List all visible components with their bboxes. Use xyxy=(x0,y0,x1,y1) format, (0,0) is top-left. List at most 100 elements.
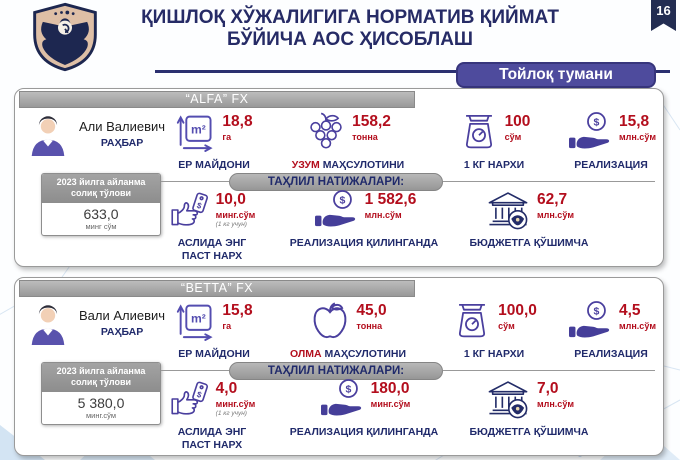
lowest-price-label-line2: ПАСТ НАРХ xyxy=(181,249,243,262)
slide-title: ҚИШЛОҚ ХЎЖАЛИГИГА НОРМАТИВ ҚИЙМАТ БЎЙИЧА… xyxy=(95,7,605,52)
lowest-price-unit: минг.сўм xyxy=(215,209,256,220)
scale-icon xyxy=(458,111,500,153)
sales-stat: 15,8 млн.сўм РЕАЛИЗАЦИЯ xyxy=(563,111,659,172)
realized-unit: млн.сўм xyxy=(364,209,402,220)
price-unit: сўм xyxy=(504,131,522,142)
lowest-price-unit: минг.сўм xyxy=(215,398,256,409)
card-alfa: “ALFA” FX Али Валиевич РАҲБАР 18,8 га ЕР… xyxy=(14,88,664,267)
realized-stat: 180,0 минг.сўм РЕАЛИЗАЦИЯ ҚИЛИНГАНДА xyxy=(285,378,443,439)
sales-unit: млн.сўм xyxy=(619,320,656,331)
price-value: 100 xyxy=(504,113,531,130)
manager-block: Али Валиевич РАҲБАР xyxy=(25,111,165,157)
analysis-results-pill: ТАҲЛИЛ НАТИЖАЛАРИ: xyxy=(229,173,443,191)
product-stat: 45,0 тонна ОЛМА МАҲСУЛОТИНИ xyxy=(275,300,421,361)
money-hand-icon xyxy=(566,111,614,153)
realized-unit: минг.сўм xyxy=(370,398,411,409)
money-hand-icon xyxy=(566,300,614,342)
slide-title-line1: ҚИШЛОҚ ХЎЖАЛИГИГА НОРМАТИВ ҚИЙМАТ xyxy=(141,7,559,28)
turnover-tax-title-line2: солиқ тўлови xyxy=(70,377,132,388)
sales-stat: 4,5 млн.сўм РЕАЛИЗАЦИЯ xyxy=(563,300,659,361)
realized-label: РЕАЛИЗАЦИЯ ҚИЛИНГАНДА xyxy=(289,237,439,249)
turnover-tax-value: 5 380,0 xyxy=(77,394,125,411)
connector-line xyxy=(161,370,229,371)
land-area-unit: га xyxy=(222,131,232,142)
lowest-price-stat: 4,0 минг.сўм (1 кг учун) АСЛИДА ЭНГ ПАСТ … xyxy=(141,378,283,451)
turnover-tax-title-line1: 2023 йилга айланма xyxy=(56,177,146,187)
scale-icon xyxy=(451,300,493,342)
product-label-fruit: ОЛМА xyxy=(289,348,322,360)
lowest-price-note: (1 кг учун) xyxy=(215,409,247,417)
realized-value: 180,0 xyxy=(370,380,410,397)
product-label-rest: МАҲСУЛОТИНИ xyxy=(322,159,405,171)
land-area-label: ЕР МАЙДОНИ xyxy=(178,159,250,171)
bank-icon xyxy=(484,189,532,231)
budget-value: 7,0 xyxy=(537,380,559,397)
budget-label: БЮДЖЕТГА ҚЎШИМЧА xyxy=(469,426,589,438)
product-value: 45,0 xyxy=(356,302,387,319)
price-value: 100,0 xyxy=(498,302,537,319)
product-value: 158,2 xyxy=(352,113,391,130)
manager-role: РАҲБАР xyxy=(100,137,144,149)
company-name-tab: “BETTA” FX xyxy=(19,280,415,297)
lowest-price-label-line2: ПАСТ НАРХ xyxy=(181,438,243,451)
land-area-stat: 15,8 га ЕР МАЙДОНИ xyxy=(151,300,277,361)
card-betta: “BETTA” FX Вали Алиевич РАҲБАР 15,8 га Е… xyxy=(14,277,664,456)
price-tag-hand-icon xyxy=(169,189,211,231)
lowest-price-label-line1: АСЛИДА ЭНГ xyxy=(177,237,247,249)
realized-value: 1 582,6 xyxy=(364,191,417,208)
product-label: УЗУМ МАҲСУЛОТИНИ xyxy=(275,159,421,172)
turnover-tax-value: 633,0 xyxy=(83,205,119,222)
manager-avatar-icon xyxy=(25,111,71,157)
turnover-tax-box: 2023 йилга айланма солиқ тўлови 5 380,0 м… xyxy=(41,362,161,425)
turnover-tax-title: 2023 йилга айланма солиқ тўлови xyxy=(42,174,160,203)
analysis-results-pill: ТАҲЛИЛ НАТИЖАЛАРИ: xyxy=(229,362,443,380)
sales-value: 15,8 xyxy=(619,113,650,130)
price-stat: 100,0 сўм 1 КГ НАРХИ xyxy=(429,300,559,361)
land-area-label: ЕР МАЙДОНИ xyxy=(178,348,250,360)
lowest-price-label-line1: АСЛИДА ЭНГ xyxy=(177,426,247,438)
connector-line xyxy=(443,370,655,371)
title-divider xyxy=(155,70,670,73)
lowest-price-stat: 10,0 минг.сўм (1 кг учун) АСЛИДА ЭНГ ПАСТ… xyxy=(141,189,283,262)
price-unit: сўм xyxy=(498,320,515,331)
sales-unit: млн.сўм xyxy=(619,131,656,142)
lowest-price-note: (1 кг учун) xyxy=(215,220,247,228)
money-hand-icon xyxy=(312,189,360,231)
land-area-stat: 18,8 га ЕР МАЙДОНИ xyxy=(151,111,277,172)
land-area-value: 15,8 xyxy=(222,302,253,319)
land-area-unit: га xyxy=(222,320,232,331)
product-label: ОЛМА МАҲСУЛОТИНИ xyxy=(275,348,421,361)
price-label: 1 КГ НАРХИ xyxy=(463,159,525,171)
tax-committee-logo xyxy=(33,2,97,72)
budget-stat: 7,0 млн.сўм БЮДЖЕТГА ҚЎШИМЧА xyxy=(459,378,599,439)
realized-stat: 1 582,6 млн.сўм РЕАЛИЗАЦИЯ ҚИЛИНГАНДА xyxy=(285,189,443,250)
bank-icon xyxy=(484,378,532,420)
product-stat: 158,2 тонна УЗУМ МАҲСУЛОТИНИ xyxy=(275,111,421,172)
area-m2-icon xyxy=(175,111,217,153)
connector-line xyxy=(161,181,229,182)
realized-label: РЕАЛИЗАЦИЯ ҚИЛИНГАНДА xyxy=(289,426,439,438)
budget-value: 62,7 xyxy=(537,191,568,208)
company-name-tab: “ALFA” FX xyxy=(19,91,415,108)
product-label-fruit: УЗУМ xyxy=(291,159,320,171)
apple-icon xyxy=(309,300,351,342)
lowest-price-value: 4,0 xyxy=(215,380,238,397)
turnover-tax-title-line2: солиқ тўлови xyxy=(70,188,132,199)
area-m2-icon xyxy=(175,300,217,342)
product-unit: тонна xyxy=(356,320,383,331)
slide-title-line2: БЎЙИЧА АОС ҲИСОБЛАШ xyxy=(226,29,474,51)
sales-value: 4,5 xyxy=(619,302,641,319)
manager-avatar-icon xyxy=(25,300,71,346)
turnover-tax-title-line1: 2023 йилга айланма xyxy=(56,366,146,376)
lowest-price-value: 10,0 xyxy=(215,191,246,208)
turnover-tax-unit: минг сўм xyxy=(85,221,117,231)
price-stat: 100 сўм 1 КГ НАРХИ xyxy=(429,111,559,172)
turnover-tax-title: 2023 йилга айланма солиқ тўлови xyxy=(42,363,160,392)
turnover-tax-unit: минг.сўм xyxy=(85,410,117,420)
lowest-price-label: АСЛИДА ЭНГ ПАСТ НАРХ xyxy=(141,237,283,262)
money-hand-icon xyxy=(318,378,366,420)
sales-label: РЕАЛИЗАЦИЯ xyxy=(574,159,648,171)
manager-name: Вали Алиевич xyxy=(79,308,166,323)
lowest-price-label: АСЛИДА ЭНГ ПАСТ НАРХ xyxy=(141,426,283,451)
